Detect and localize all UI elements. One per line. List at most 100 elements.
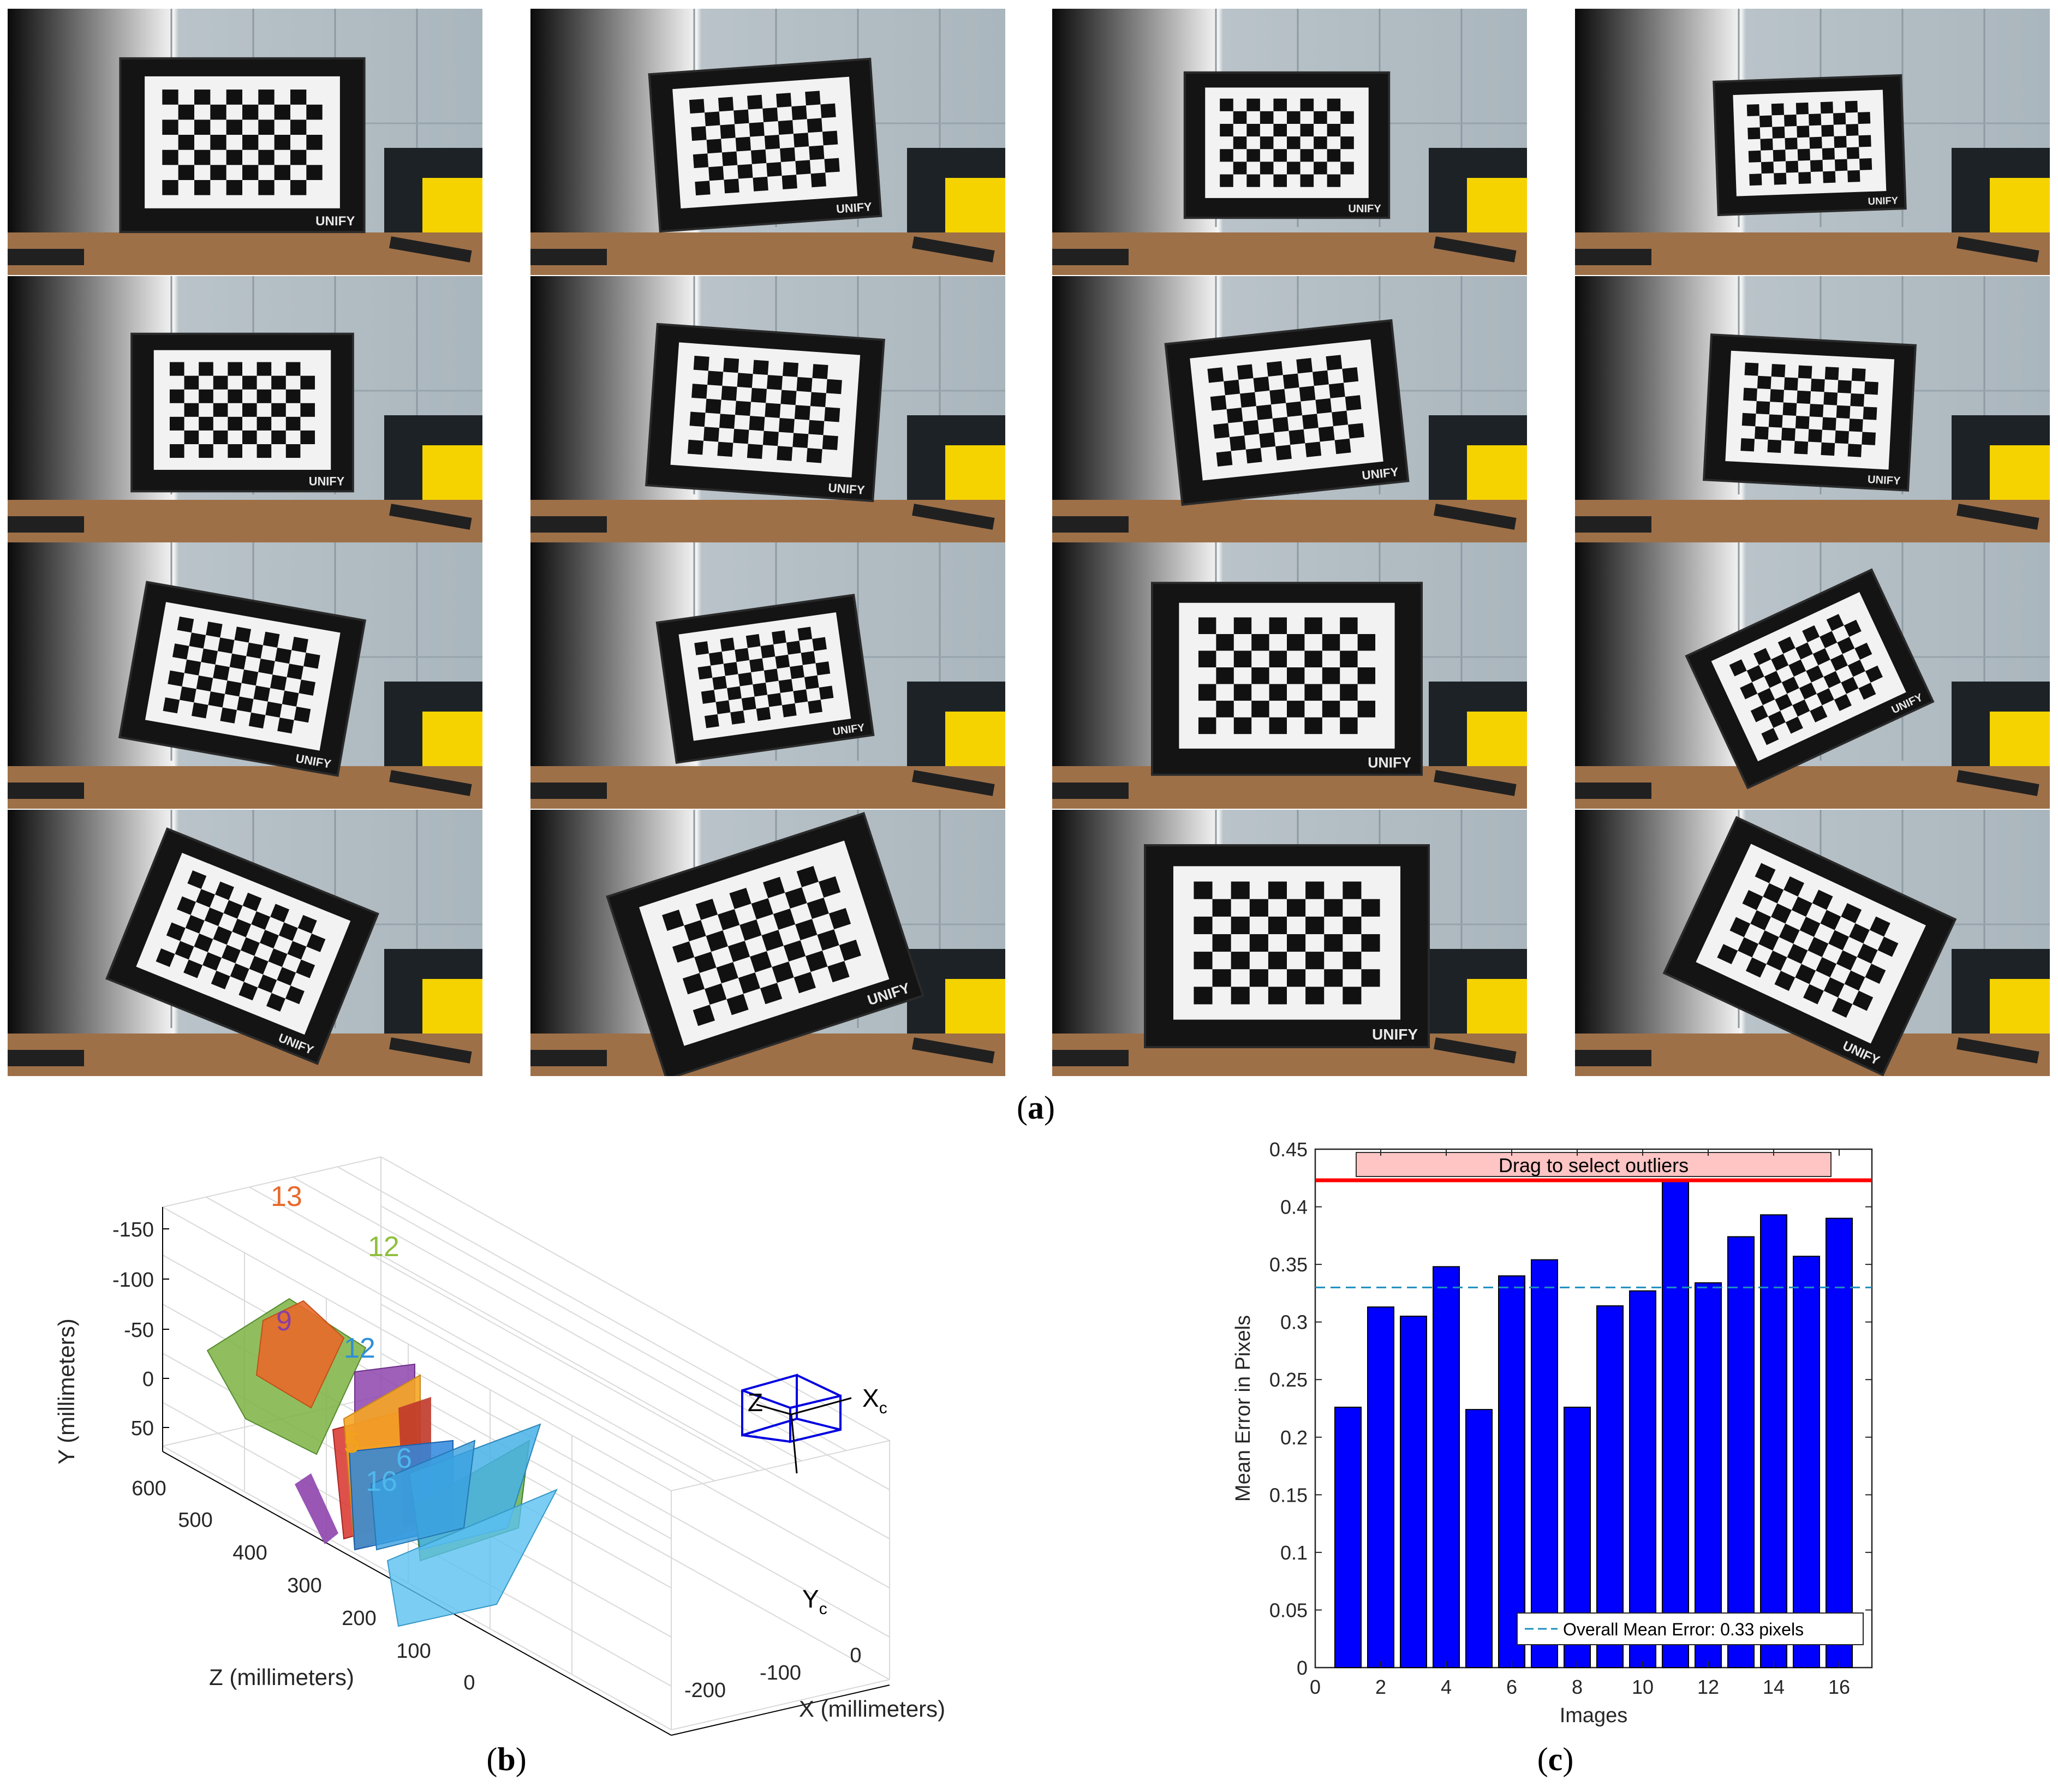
calibration-image-15: UNIFY: [1052, 810, 1527, 1076]
z-tick-label: 0: [463, 1671, 475, 1694]
calibration-image-scene: UNIFY: [8, 9, 482, 275]
y-axis-label: Mean Error in Pixels: [1232, 1315, 1255, 1502]
calibration-image-scene: UNIFY: [1052, 810, 1527, 1076]
drag-outliers-handle[interactable]: [1356, 1152, 1832, 1177]
plane-label-16: 16: [366, 1466, 397, 1497]
plane-label-13: 13: [271, 1181, 302, 1212]
plane-label-6: 6: [396, 1443, 412, 1474]
error-bar-3[interactable]: [1400, 1316, 1427, 1669]
error-bar-6[interactable]: [1498, 1275, 1525, 1668]
calibration-image-scene: UNIFY: [1052, 9, 1527, 275]
x-axis-label: X (millimeters): [799, 1696, 945, 1722]
calibration-image-scene: UNIFY: [8, 276, 482, 542]
caption-a: (a): [1017, 1090, 1055, 1126]
error-bar-15[interactable]: [1793, 1256, 1820, 1669]
caption-b: (b): [486, 1741, 527, 1777]
y-tick-label: 0.15: [1269, 1484, 1308, 1506]
calibration-image-4: UNIFY: [1575, 9, 2050, 275]
z-tick-label: 600: [132, 1477, 166, 1500]
box-brand-text: UNIFY: [828, 481, 866, 497]
error-bar-1[interactable]: [1334, 1406, 1362, 1669]
error-bar-13[interactable]: [1727, 1236, 1755, 1668]
calibration-image-1: UNIFY: [8, 9, 482, 275]
calibration-image-5: UNIFY: [8, 276, 482, 542]
legend-label: Overall Mean Error: 0.33 pixels: [1563, 1620, 1804, 1639]
plane-label-12a: 12: [368, 1231, 399, 1263]
plane-orange-13: [255, 1300, 345, 1409]
calibration-planes: [206, 1298, 558, 1627]
y-tick-label: 50: [131, 1417, 154, 1440]
calibration-image-scene: UNIFY: [1052, 276, 1527, 542]
plane-lightblue-c: [386, 1489, 558, 1627]
legend: [1517, 1612, 1864, 1645]
error-bar-9[interactable]: [1596, 1305, 1624, 1669]
z-tick-label: 200: [342, 1607, 376, 1630]
box-brand-text: UNIFY: [1867, 474, 1901, 487]
plane-purple-9: [295, 1473, 338, 1544]
calibration-image-scene: UNIFY: [8, 542, 482, 809]
calibration-image-3: UNIFY: [1052, 9, 1527, 275]
camera-model: [741, 1373, 842, 1443]
calibration-image-scene: UNIFY: [530, 542, 1005, 809]
camera-y-label: Yc: [802, 1585, 827, 1618]
camera-z-label: Z: [748, 1388, 763, 1417]
error-bar-10[interactable]: [1629, 1290, 1656, 1668]
x-tick-label: 6: [1506, 1676, 1517, 1698]
calibration-image-scene: UNIFY: [1575, 9, 2050, 275]
camera-axes: [756, 1397, 852, 1474]
error-bar-2[interactable]: [1367, 1306, 1394, 1668]
box-brand-text: UNIFY: [315, 214, 355, 229]
error-bar-11[interactable]: [1662, 1178, 1689, 1668]
calibration-image-13: UNIFY: [8, 810, 482, 1076]
y-tick-label: 0.1: [1280, 1542, 1308, 1564]
z-tick-label: 400: [232, 1542, 267, 1564]
y-tick-label: 0.3: [1280, 1311, 1308, 1334]
calibration-image-scene: UNIFY: [530, 276, 1005, 542]
error-bar-12[interactable]: [1695, 1282, 1722, 1668]
y-tick-label: 0.05: [1269, 1599, 1308, 1621]
calibration-image-7: UNIFY: [1052, 276, 1527, 542]
box-brand-text: UNIFY: [309, 474, 345, 488]
calibration-image-scene: UNIFY: [530, 810, 1005, 1076]
plane-lightblue-b: [370, 1439, 476, 1551]
x-tick-label: 0: [1310, 1676, 1321, 1698]
y-tick-label: 0: [1297, 1657, 1308, 1679]
x-tick-label: 12: [1697, 1676, 1719, 1698]
x-tick-label: 0: [850, 1644, 861, 1667]
calibration-image-2: UNIFY: [530, 9, 1005, 275]
x-tick-label: 2: [1375, 1676, 1386, 1698]
error-bar-5[interactable]: [1465, 1409, 1493, 1668]
calibration-image-8: UNIFY: [1575, 276, 2050, 542]
error-bar-14[interactable]: [1760, 1214, 1787, 1669]
z-axis-label: Z (millimeters): [209, 1664, 354, 1690]
y-tick-label: 0.45: [1269, 1138, 1308, 1161]
error-bar-4[interactable]: [1433, 1266, 1460, 1669]
calibration-image-grid: UNIFY UNIFY UNIFY UNIFY UNIFY UNIFY UNIFY UNIFY…: [8, 9, 2053, 1077]
calibration-image-16: UNIFY: [1575, 810, 2050, 1076]
x-tick-label: 16: [1828, 1676, 1850, 1698]
y-tick-label: 0.25: [1269, 1369, 1308, 1391]
plane-label-5: 5: [344, 1427, 360, 1459]
y-tick-label: -150: [112, 1218, 154, 1241]
y-tick-label: 0.2: [1280, 1426, 1308, 1449]
camera-x-label: Xc: [862, 1384, 887, 1417]
plane-number-labels: 13 12 9 12 5 16 6: [271, 1181, 412, 1497]
box-brand-text: UNIFY: [1348, 203, 1381, 215]
z-tick-label: 500: [178, 1509, 212, 1532]
x-tick-label: -200: [684, 1679, 726, 1702]
z-tick-label: 100: [396, 1640, 431, 1663]
calibration-image-6: UNIFY: [530, 276, 1005, 542]
box-brand-text: UNIFY: [836, 200, 873, 216]
x-tick-label: -100: [760, 1662, 801, 1685]
calibration-image-scene: UNIFY: [1575, 810, 2050, 1076]
error-bar-7[interactable]: [1531, 1259, 1558, 1668]
x-tick-label: 8: [1572, 1676, 1583, 1698]
y-axis-label: Y (millimeters): [53, 1318, 79, 1465]
plane-label-12b: 12: [344, 1333, 375, 1364]
calibration-image-12: UNIFY: [1575, 542, 2050, 809]
calibration-image-scene: UNIFY: [1575, 276, 2050, 542]
error-bar-16[interactable]: [1826, 1217, 1853, 1668]
y-tick-label: 0.4: [1280, 1196, 1308, 1218]
x-axis-label: Images: [1560, 1704, 1628, 1727]
